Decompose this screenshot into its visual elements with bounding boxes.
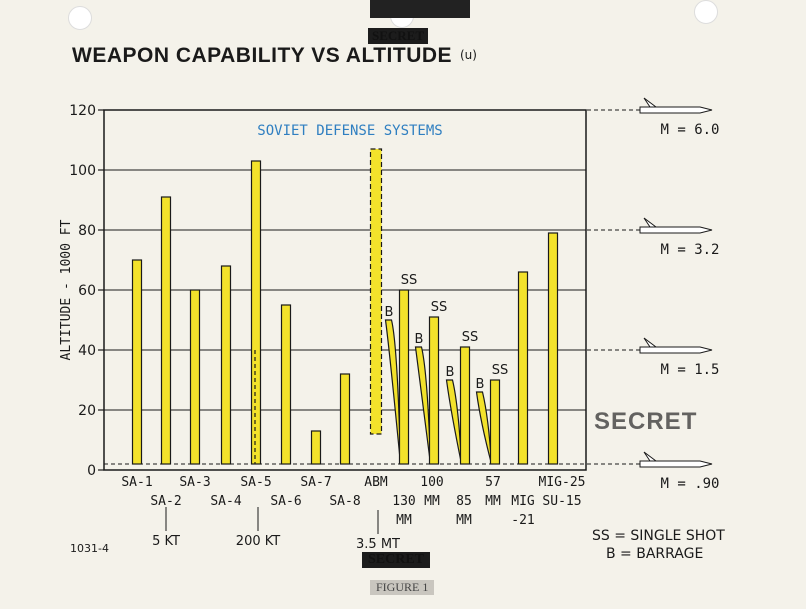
bar [398,289,410,465]
bar [160,196,172,465]
y-tick-label: 0 [87,463,96,479]
y-axis-label: ALTITUDE - 1000 FT [59,219,74,360]
x-tick-label: SA-5 [240,475,271,490]
legend-single-shot: SS = SINGLE SHOT [592,528,725,544]
x-tick-label: MM [424,494,440,509]
bar [250,160,262,465]
document-number: 1031-4 [70,542,109,555]
x-tick-label: SA-1 [121,475,152,490]
x-tick-label: 100 [420,475,443,490]
classification-stamp-bottom: SECRET [362,552,431,568]
x-tick-label: SA-8 [329,494,360,509]
punch-hole-left [68,6,92,30]
bar [131,259,143,465]
yield-label: 3.5 MT [356,537,400,552]
x-tick-label: MIG-25 [539,475,586,490]
y-tick-label: 60 [78,283,96,299]
punch-hole-right [694,0,718,24]
aircraft-icon [639,337,713,354]
ss-label: SS [431,300,448,315]
barrage-wedge [414,346,432,465]
mach-label: M = 1.5 [660,362,719,378]
x-tick-label: MM [456,513,472,528]
b-label: B [446,365,455,380]
page-title: WEAPON CAPABILITY VS ALTITUDE [72,44,453,67]
bar [189,289,201,465]
b-label: B [415,332,424,347]
x-tick-label: 57 [485,475,501,490]
ss-label: SS [401,273,418,288]
x-tick-label: SU-15 [542,494,581,509]
figure-label: FIGURE 1 [370,580,435,595]
yield-label: 5 KT [152,534,180,549]
barrage-wedge [445,379,463,465]
bar [220,265,232,465]
bar [280,304,292,465]
bar [517,271,529,465]
x-tick-label: MM [485,494,501,509]
mach-label: M = 6.0 [660,122,719,138]
x-tick-label: ABM [364,475,388,490]
barrage-wedge [475,391,493,465]
chart-title: SOVIET DEFENSE SYSTEMS [257,123,442,139]
classification-mark: (u) [460,48,477,62]
b-label: B [476,377,485,392]
aircraft-icon [639,217,713,234]
bar [310,430,322,465]
bar [428,316,440,465]
b-label: B [385,305,394,320]
y-tick-label: 80 [78,223,96,239]
aircraft-icon [639,97,713,114]
yield-label: 200 KT [236,534,280,549]
x-tick-label: MIG [511,494,535,509]
y-tick-label: 120 [69,103,96,119]
legend-barrage: B = BARRAGE [606,546,704,562]
x-tick-label: SA-3 [179,475,210,490]
x-tick-label: SA-6 [270,494,301,509]
x-tick-label: 85 [456,494,472,509]
y-tick-label: 100 [69,163,96,179]
aircraft-icon [639,451,713,468]
bar [547,232,559,465]
x-tick-label: -21 [511,513,534,528]
classification-stamp-top: SECRET [368,28,429,44]
mach-label: M = .90 [660,476,719,492]
ss-label: SS [492,363,509,378]
bar [459,346,471,465]
classification-stamp-right: SECRET [594,408,698,435]
x-tick-label: SA-4 [210,494,241,509]
x-tick-label: MM [396,513,412,528]
x-tick-label: SA-2 [150,494,181,509]
bar [489,379,501,465]
x-tick-label: SA-7 [300,475,331,490]
bar [369,148,383,435]
x-tick-label: 130 [392,494,415,509]
redaction-strip [370,0,470,18]
y-tick-label: 40 [78,343,96,359]
y-tick-label: 20 [78,403,96,419]
barrage-wedge [384,319,402,465]
ss-label: SS [462,330,479,345]
mach-label: M = 3.2 [660,242,719,258]
bar [339,373,351,465]
